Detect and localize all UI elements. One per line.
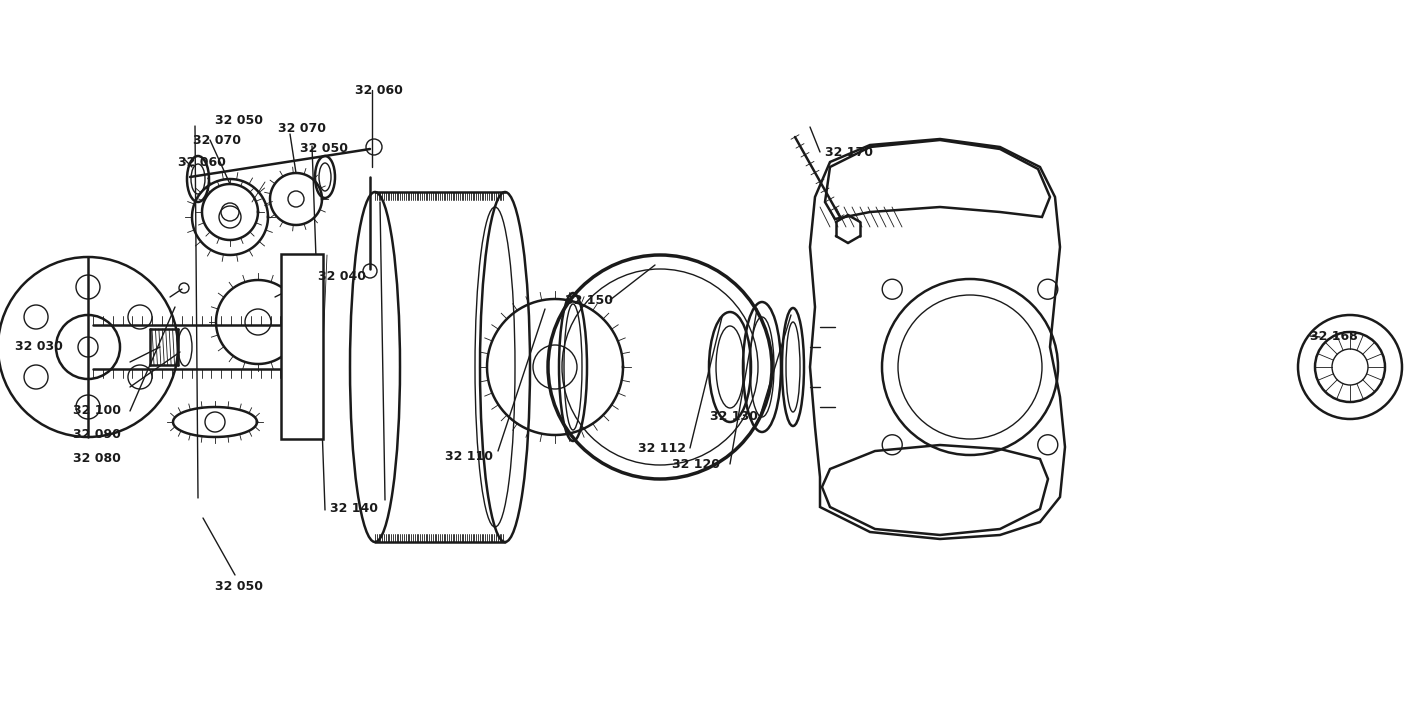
Text: 32 140: 32 140	[330, 501, 378, 515]
Text: 32 050: 32 050	[300, 141, 349, 155]
Bar	[281, 254, 323, 439]
Text: 32 080: 32 080	[74, 452, 120, 465]
Text: 32 170: 32 170	[825, 146, 873, 158]
Text: 32 112: 32 112	[638, 441, 686, 455]
Text: 32 130: 32 130	[710, 409, 758, 423]
Text: 32 168: 32 168	[1309, 329, 1357, 342]
Text: 32 060: 32 060	[356, 83, 402, 96]
Text: 32 030: 32 030	[16, 341, 62, 354]
Text: 32 040: 32 040	[317, 271, 366, 284]
Text: 32 150: 32 150	[565, 293, 614, 307]
Text: 32 070: 32 070	[193, 134, 241, 146]
Text: 32 120: 32 120	[672, 457, 720, 470]
Text: 32 070: 32 070	[278, 122, 326, 134]
Text: 32 060: 32 060	[179, 156, 225, 168]
Text: 32 100: 32 100	[74, 404, 120, 418]
Text: 32 110: 32 110	[445, 450, 493, 462]
Text: 32 050: 32 050	[215, 580, 264, 593]
Text: 32 050: 32 050	[215, 114, 264, 127]
Text: 32 090: 32 090	[74, 428, 120, 441]
